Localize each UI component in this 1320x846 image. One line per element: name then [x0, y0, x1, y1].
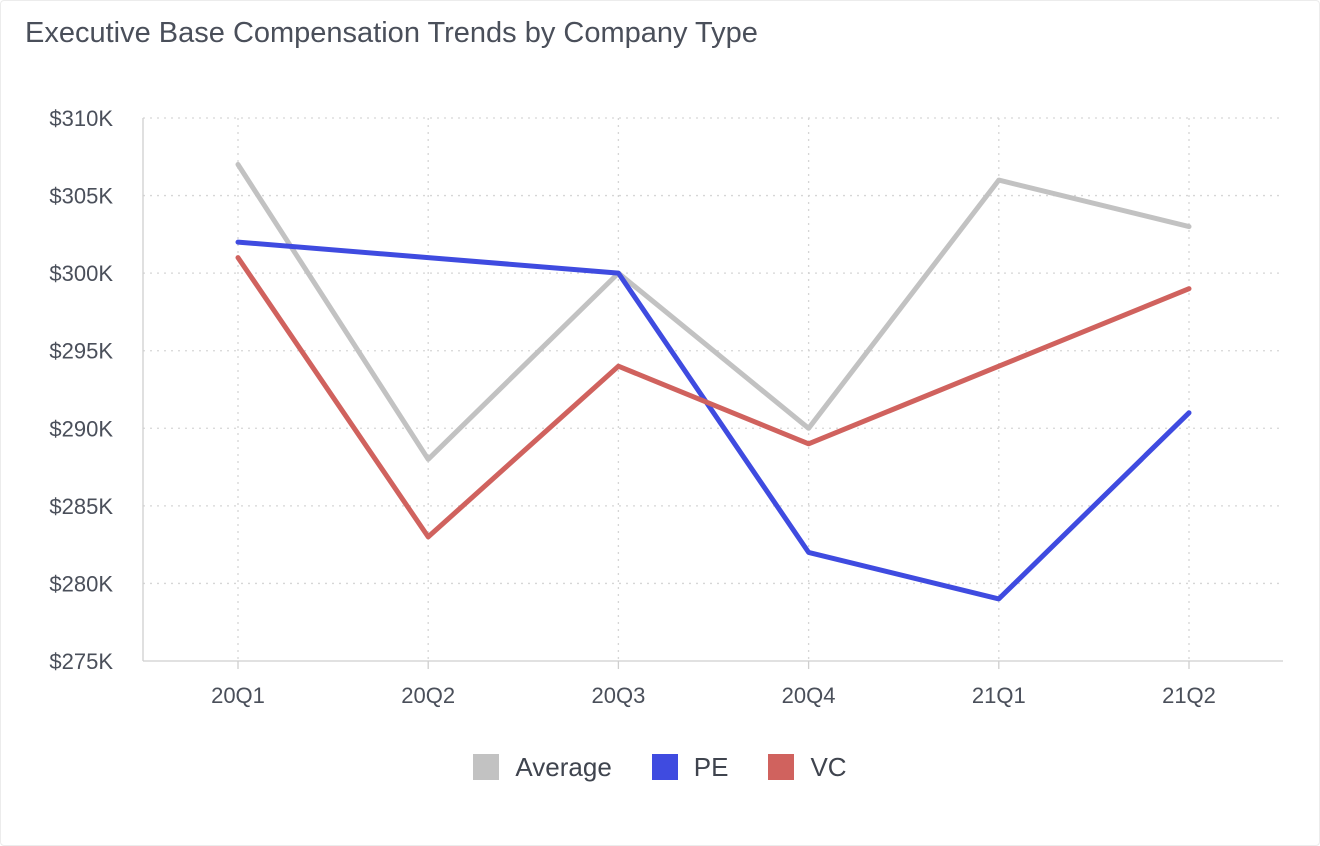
line-chart: $275K $280K $285K $290K $295K $300K $305K $310K… [49, 106, 1283, 708]
legend: Average PE VC [1, 747, 1319, 787]
x-tick-label: 20Q3 [591, 683, 645, 708]
x-tick-label: 20Q4 [782, 683, 836, 708]
y-axis-ticks: $275K $280K $285K $290K $295K $300K $305K $310K [49, 106, 113, 674]
y-tick-label: $290K [49, 416, 113, 441]
legend-swatch [768, 754, 795, 780]
legend-label: PE [693, 751, 729, 782]
y-tick-label: $295K [49, 339, 113, 364]
legend-label: Average [515, 751, 612, 782]
axes [142, 118, 1283, 669]
x-axis-ticks: 20Q1 20Q2 20Q3 20Q4 21Q1 21Q2 [211, 683, 1216, 708]
legend-label: VC [810, 751, 847, 782]
legend-swatch [473, 754, 500, 780]
y-tick-label: $285K [49, 494, 113, 519]
x-tick-label: 20Q1 [211, 683, 265, 708]
grid-lines [143, 117, 1283, 661]
series-line-pe [235, 239, 1192, 602]
x-tick-label: 21Q1 [972, 683, 1026, 708]
chart-title: Executive Base Compensation Trends by Co… [25, 17, 758, 49]
series-line-average [235, 162, 1192, 462]
y-tick-label: $300K [49, 261, 113, 286]
legend-item-average[interactable]: Average [473, 751, 612, 783]
series-lines [235, 162, 1192, 602]
y-tick-label: $310K [49, 106, 113, 131]
series-line-vc [235, 255, 1192, 540]
legend-swatch [651, 754, 678, 780]
x-tick-label: 20Q2 [401, 683, 455, 708]
y-tick-label: $280K [49, 571, 113, 596]
legend-item-vc[interactable]: VC [768, 751, 847, 783]
x-tick-label: 21Q2 [1162, 683, 1216, 708]
legend-item-pe[interactable]: PE [651, 751, 729, 783]
y-tick-label: $275K [49, 649, 113, 674]
y-tick-label: $305K [49, 184, 113, 209]
